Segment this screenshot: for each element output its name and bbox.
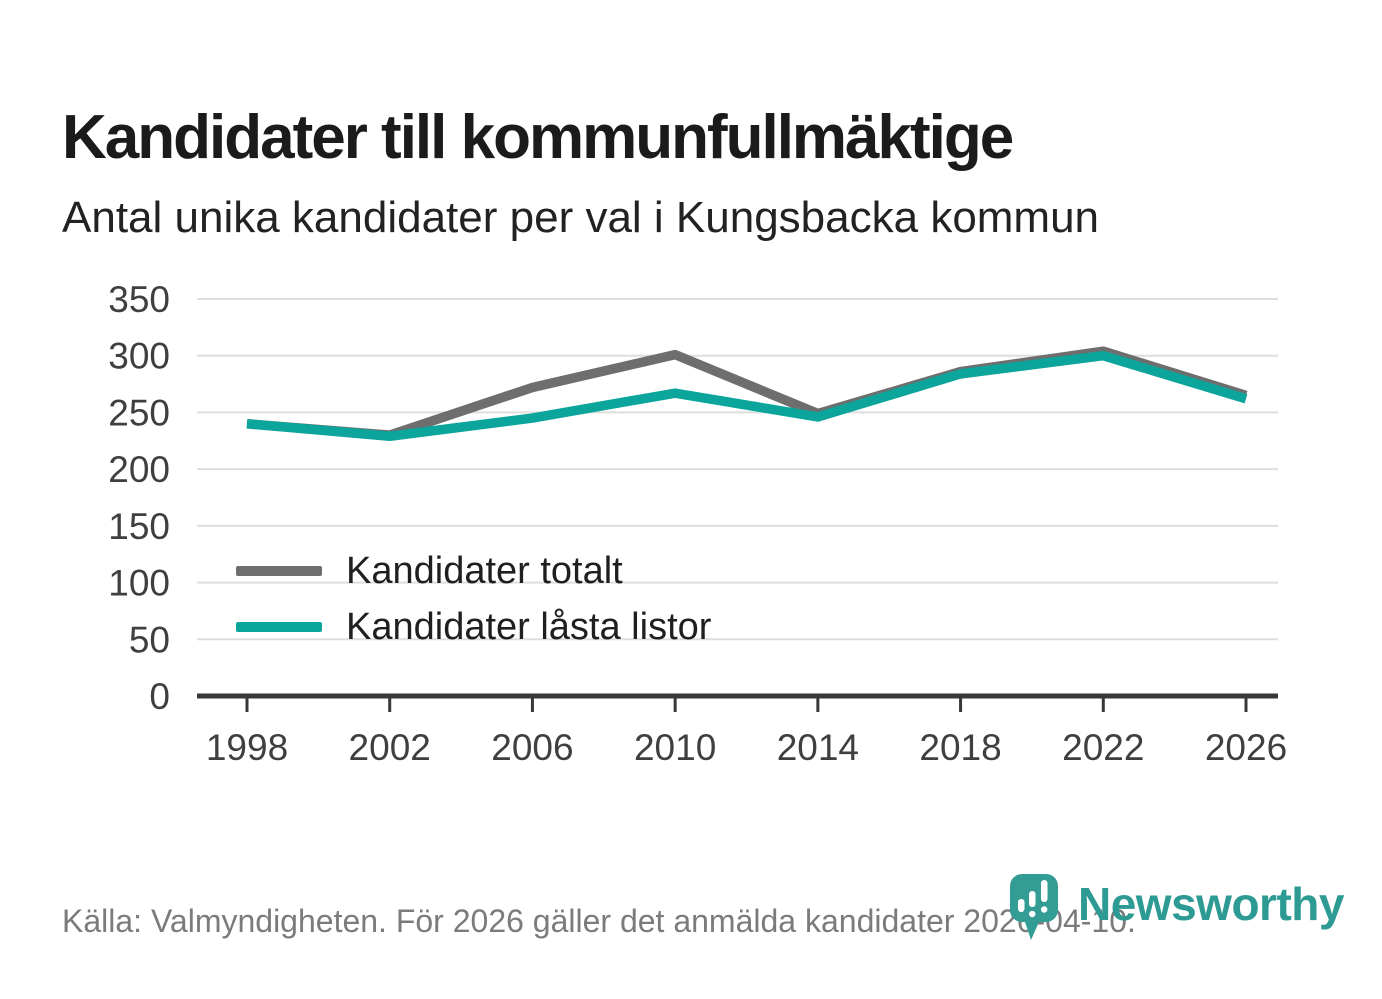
svg-text:2010: 2010: [634, 727, 716, 768]
legend-swatch-teal: [236, 622, 322, 632]
svg-text:300: 300: [108, 336, 170, 377]
page-subtitle: Antal unika kandidater per val i Kungsba…: [62, 193, 1100, 242]
svg-text:1998: 1998: [206, 727, 288, 768]
source-note: Källa: Valmyndigheten. För 2026 gäller d…: [62, 903, 1136, 939]
legend-swatch-gray: [236, 566, 322, 576]
svg-text:0: 0: [149, 676, 170, 717]
svg-text:2018: 2018: [919, 727, 1001, 768]
newsworthy-wordmark: Newsworthy: [1078, 878, 1344, 930]
svg-text:250: 250: [108, 392, 170, 433]
svg-text:50: 50: [129, 619, 170, 660]
svg-text:2002: 2002: [349, 727, 431, 768]
chart-legend: Kandidater totalt Kandidater låsta listo…: [236, 549, 712, 648]
newsworthy-logo-icon: [1010, 874, 1058, 940]
svg-text:100: 100: [108, 563, 170, 604]
svg-text:2022: 2022: [1062, 727, 1144, 768]
legend-item-totalt: Kandidater totalt: [236, 549, 711, 592]
svg-text:2014: 2014: [777, 727, 859, 768]
legend-item-lasta-listor: Kandidater låsta listor: [236, 605, 712, 648]
newsworthy-logo: Newsworthy: [1008, 872, 1344, 944]
legend-label: Kandidater låsta listor: [346, 605, 712, 648]
page-title: Kandidater till kommunfullmäktige: [62, 102, 1014, 172]
legend-label: Kandidater totalt: [346, 549, 623, 592]
svg-text:2026: 2026: [1205, 727, 1287, 768]
svg-text:150: 150: [108, 506, 170, 547]
svg-text:200: 200: [108, 449, 170, 490]
svg-text:2006: 2006: [491, 727, 573, 768]
svg-text:350: 350: [108, 279, 170, 320]
